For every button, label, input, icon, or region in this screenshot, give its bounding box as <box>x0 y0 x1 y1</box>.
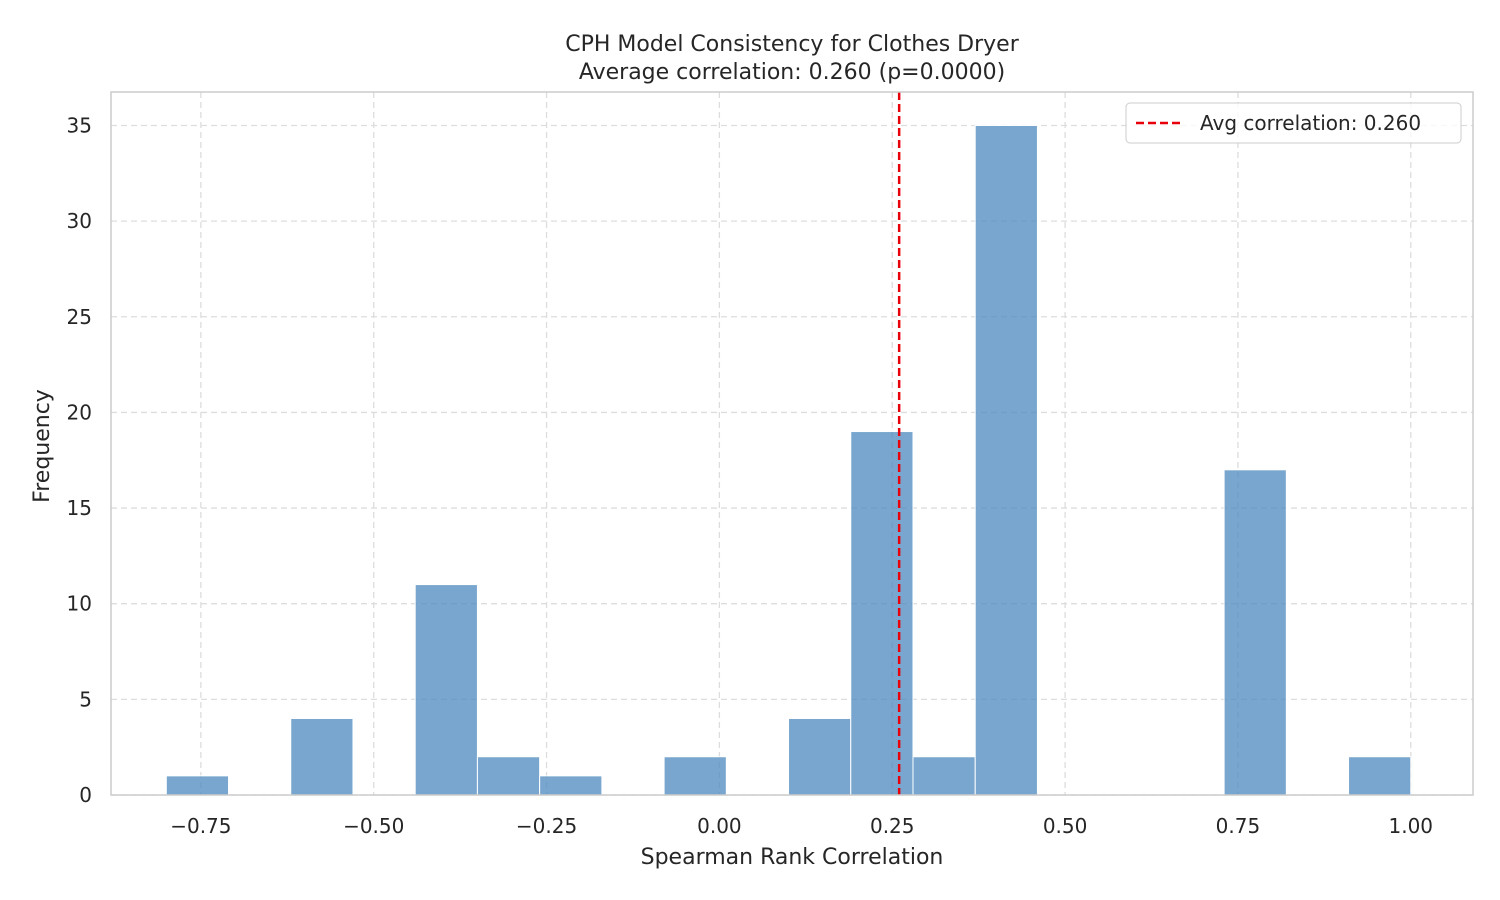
x-axis-label: Spearman Rank Correlation <box>641 845 944 870</box>
legend-box <box>1125 102 1462 144</box>
y-tick-label: 30 <box>67 209 92 233</box>
x-tick-label: 0.50 <box>1043 814 1088 838</box>
x-tick-label: 0.00 <box>697 814 742 838</box>
chart-title: CPH Model Consistency for Clothes Dryer <box>565 32 1020 57</box>
histogram-bar <box>414 584 478 796</box>
histogram-bar <box>663 756 727 796</box>
legend-label: Avg correlation: 0.260 <box>1200 111 1421 135</box>
plot-area-frame <box>110 91 1474 796</box>
y-tick-label: 15 <box>67 496 92 520</box>
y-tick-label: 0 <box>79 783 92 807</box>
y-axis-label: Frequency <box>30 389 55 503</box>
histogram-bar <box>1348 756 1412 796</box>
histogram-bars <box>165 124 1412 796</box>
y-tick-label: 20 <box>67 400 92 424</box>
x-tick-label: 0.75 <box>1216 814 1261 838</box>
histogram-bar <box>912 756 976 796</box>
histogram-bar <box>165 775 230 796</box>
y-axis-ticks: 0 5 10 15 20 25 30 35 <box>67 113 92 807</box>
histogram-bar <box>290 717 354 796</box>
x-tick-label: −0.50 <box>343 814 404 838</box>
legend: Avg correlation: 0.260 <box>1125 102 1462 144</box>
x-tick-label: −0.75 <box>170 814 231 838</box>
histogram-bar <box>1223 469 1287 796</box>
histogram-bar <box>974 124 1038 796</box>
histogram-bar <box>476 756 541 796</box>
y-tick-label: 5 <box>79 687 92 711</box>
histogram-bar <box>850 431 914 796</box>
x-axis-ticks: −0.75 −0.50 −0.25 0.00 0.25 0.50 0.75 1.00 <box>170 814 1433 838</box>
chart-subtitle: Average correlation: 0.260 (p=0.0000) <box>579 60 1005 85</box>
x-tick-label: 0.25 <box>870 814 915 838</box>
y-tick-label: 10 <box>67 592 92 616</box>
histogram-bar <box>788 717 852 796</box>
y-tick-label: 35 <box>67 113 92 137</box>
y-tick-label: 25 <box>67 305 92 329</box>
x-tick-label: −0.25 <box>516 814 577 838</box>
x-tick-label: 1.00 <box>1389 814 1434 838</box>
histogram-bar <box>539 775 603 796</box>
